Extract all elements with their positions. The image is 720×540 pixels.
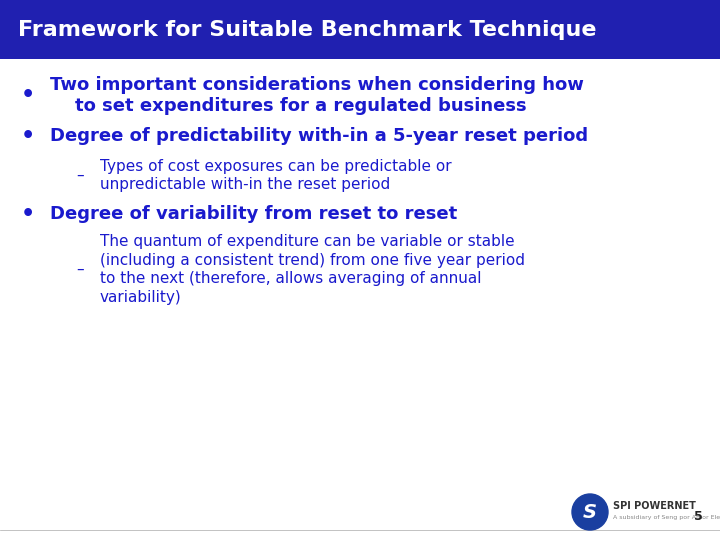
- Text: 5: 5: [693, 510, 703, 523]
- Text: •: •: [21, 126, 35, 146]
- Text: Framework for Suitable Benchmark Technique: Framework for Suitable Benchmark Techniq…: [18, 19, 596, 40]
- Text: –: –: [76, 168, 84, 183]
- Text: Types of cost exposures can be predictable or
unpredictable with-in the reset pe: Types of cost exposures can be predictab…: [100, 159, 451, 192]
- Text: Degree of variability from reset to reset: Degree of variability from reset to rese…: [50, 205, 457, 224]
- Text: S: S: [583, 503, 597, 522]
- Text: –: –: [76, 262, 84, 277]
- Text: •: •: [21, 205, 35, 225]
- Text: The quantum of expenditure can be variable or stable
(including a consistent tre: The quantum of expenditure can be variab…: [100, 234, 525, 305]
- Text: A subsidiary of Seng por Amor Electricity: A subsidiary of Seng por Amor Electricit…: [613, 515, 720, 519]
- Text: Two important considerations when considering how
    to set expenditures for a : Two important considerations when consid…: [50, 76, 584, 115]
- Bar: [0, 0, 720, 59]
- Text: •: •: [21, 85, 35, 105]
- Circle shape: [572, 494, 608, 530]
- Text: Degree of predictability with-in a 5-year reset period: Degree of predictability with-in a 5-yea…: [50, 127, 588, 145]
- Text: SPI POWERNET: SPI POWERNET: [613, 501, 696, 511]
